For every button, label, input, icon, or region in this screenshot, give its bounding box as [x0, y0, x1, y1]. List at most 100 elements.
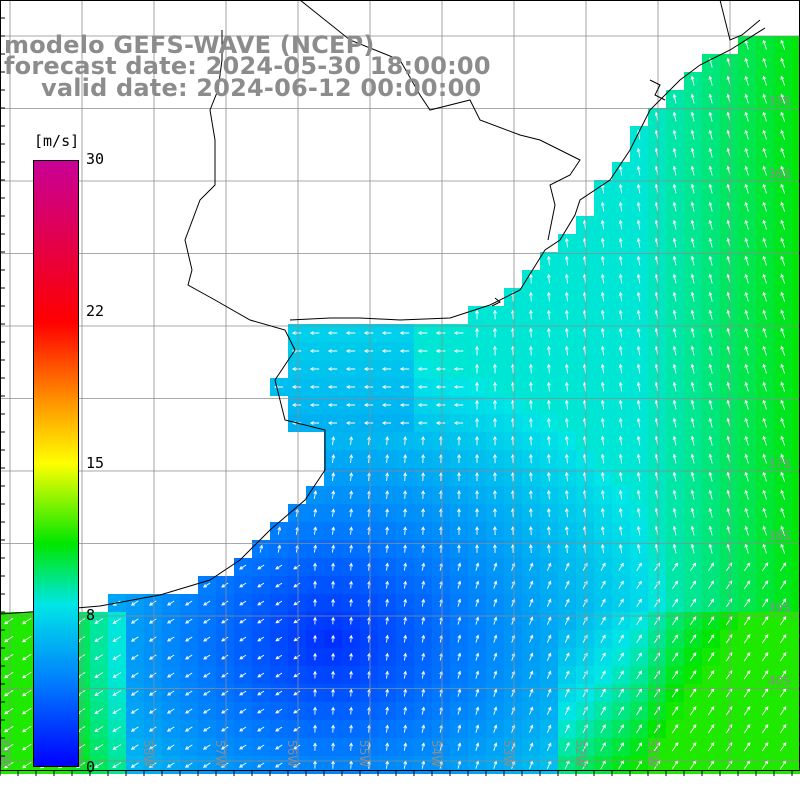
- wind-arrow: [435, 367, 446, 371]
- wind-arrow: [672, 237, 677, 248]
- wind-arrow: [744, 219, 749, 230]
- wind-arrow: [672, 147, 677, 158]
- wind-arrow: [475, 616, 480, 625]
- wind-arrow: [475, 363, 479, 374]
- wind-arrow: [744, 57, 749, 68]
- wind-arrow: [779, 724, 787, 734]
- wind-arrow: [275, 618, 283, 624]
- wind-arrow: [435, 349, 446, 353]
- wind-arrow: [672, 381, 677, 392]
- wind-arrow: [564, 742, 570, 752]
- wind-arrow: [689, 688, 697, 698]
- wind-arrow: [475, 652, 480, 661]
- wind-arrow: [618, 165, 623, 176]
- wind-arrow: [4, 671, 14, 679]
- wind-arrow: [762, 219, 767, 230]
- colorbar-tick-15: 15: [86, 454, 105, 472]
- wind-arrow: [22, 743, 32, 751]
- wind-arrow: [166, 744, 175, 750]
- wind-arrow: [761, 598, 769, 608]
- wind-arrow: [202, 708, 211, 714]
- wind-arrow: [331, 670, 336, 679]
- wind-arrow: [744, 399, 749, 410]
- wind-arrow: [780, 129, 786, 140]
- wind-arrow: [257, 762, 265, 768]
- wind-arrow: [762, 471, 767, 482]
- longitude-label: 57W: [213, 740, 227, 767]
- wind-arrow: [331, 616, 336, 625]
- wind-arrow: [618, 634, 624, 644]
- wind-arrow: [780, 183, 786, 194]
- wind-arrow: [690, 147, 695, 158]
- wind-arrow: [762, 417, 767, 428]
- wind-arrow: [4, 653, 14, 661]
- wind-arrow: [529, 598, 534, 607]
- wind-arrow: [529, 652, 534, 661]
- wind-arrow: [203, 618, 211, 624]
- wind-arrow: [457, 634, 462, 643]
- wind-arrow: [618, 652, 624, 662]
- wind-arrow: [385, 688, 390, 697]
- wind-arrow: [636, 147, 641, 158]
- wind-arrow: [618, 255, 623, 266]
- wind-arrow: [349, 742, 354, 751]
- wind-speed-cell: [792, 648, 800, 666]
- wind-arrow: [457, 706, 462, 715]
- wind-arrow: [313, 724, 317, 733]
- wind-arrow: [257, 708, 265, 714]
- wind-arrow: [256, 744, 265, 750]
- wind-arrow: [761, 580, 769, 590]
- wind-arrow: [546, 562, 552, 571]
- wind-arrow: [636, 345, 641, 356]
- wind-arrow: [528, 363, 533, 374]
- wind-arrow: [744, 201, 749, 212]
- coastline-segment: [719, 0, 761, 41]
- wind-arrow: [381, 367, 392, 371]
- lat-lon-grid: [0, 0, 800, 770]
- wind-arrow: [744, 417, 749, 428]
- wind-arrow: [636, 201, 641, 212]
- wind-arrow: [546, 543, 551, 554]
- wind-arrow: [94, 690, 104, 697]
- wind-speed-cell: [792, 324, 800, 342]
- wind-arrow: [94, 744, 104, 751]
- wind-arrow: [707, 706, 715, 716]
- wind-arrow: [345, 385, 356, 389]
- wind-arrow: [744, 489, 749, 500]
- wind-arrow: [493, 580, 498, 589]
- wind-arrow: [780, 471, 786, 482]
- wind-arrow: [529, 616, 534, 625]
- wind-arrow: [403, 634, 408, 643]
- wind-arrow: [708, 562, 715, 572]
- wind-arrow: [167, 654, 175, 660]
- wind-arrow: [618, 543, 623, 554]
- wind-arrow: [112, 726, 122, 732]
- wind-arrow: [313, 634, 317, 643]
- wind-arrow: [636, 165, 641, 176]
- wind-arrow: [22, 707, 32, 715]
- wind-arrow: [636, 363, 641, 374]
- wind-arrow: [744, 453, 749, 464]
- wind-arrow: [493, 309, 497, 320]
- longitude-label: 61W: [0, 740, 11, 767]
- wind-arrow: [762, 489, 767, 500]
- wind-arrow: [385, 526, 390, 535]
- wind-arrow: [528, 399, 533, 410]
- wind-speed-cell: [792, 414, 800, 432]
- wind-arrow: [475, 490, 479, 499]
- wind-arrow: [148, 600, 157, 606]
- wind-arrow: [618, 742, 624, 752]
- wind-arrow: [493, 634, 498, 643]
- wind-arrow: [349, 652, 354, 661]
- wind-arrow: [780, 93, 786, 104]
- wind-arrow: [275, 762, 283, 768]
- wind-arrow: [313, 562, 317, 571]
- wind-arrow: [221, 654, 229, 660]
- wind-arrow: [672, 201, 677, 212]
- wind-arrow: [636, 507, 641, 518]
- wind-arrow: [349, 490, 354, 499]
- wind-arrow: [564, 255, 569, 266]
- wind-arrow: [493, 724, 498, 733]
- wind-arrow: [381, 349, 392, 353]
- wind-arrow: [130, 654, 139, 660]
